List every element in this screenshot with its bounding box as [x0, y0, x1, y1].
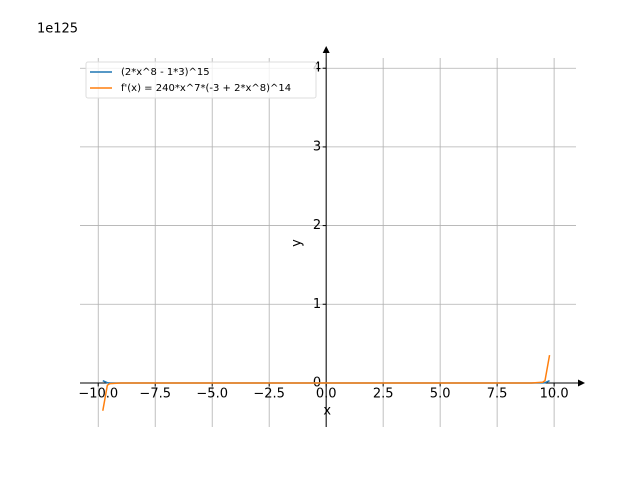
legend-label: f'(x) = 240*x^7*(-3 + 2*x^8)^14	[121, 83, 291, 94]
y-tick-label: 4	[313, 61, 321, 76]
x-tick-label: −10.0	[78, 386, 118, 401]
x-tick-label: −5.0	[196, 386, 228, 401]
x-tick-label: 10.0	[540, 386, 569, 401]
x-tick-label: 2.5	[373, 386, 394, 401]
x-tick-label: 5.0	[430, 386, 451, 401]
y-tick-label: 1	[313, 297, 321, 312]
x-axis-label: x	[323, 403, 331, 418]
y-tick-label: 3	[313, 139, 321, 154]
x-tick-label: 7.5	[487, 386, 508, 401]
offset-label: 1e125	[37, 22, 78, 37]
legend: (2*x^8 - 1*3)^15 f'(x) = 240*x^7*(-3 + 2*…	[85, 61, 317, 99]
series-line	[102, 354, 551, 411]
x-tick-label: −7.5	[139, 386, 171, 401]
y-axis-label: y	[290, 239, 305, 247]
y-arrow	[322, 46, 330, 53]
x-tick-label: −2.5	[253, 386, 285, 401]
x-tick-label: 0.0	[316, 386, 337, 401]
y-tick-label: 2	[313, 218, 321, 233]
legend-box	[85, 61, 317, 99]
x-arrow	[578, 379, 585, 387]
legend-label: (2*x^8 - 1*3)^15	[121, 67, 210, 78]
